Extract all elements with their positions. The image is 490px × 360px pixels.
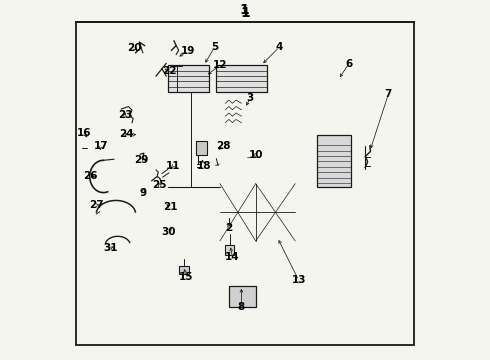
Polygon shape [248, 87, 261, 105]
Bar [216, 65, 267, 92]
Text: 2: 2 [225, 224, 232, 233]
Text: 22: 22 [162, 66, 176, 76]
Polygon shape [220, 92, 248, 139]
Text: 20: 20 [127, 43, 142, 53]
Circle shape [223, 223, 234, 234]
Text: 1: 1 [240, 3, 249, 17]
Text: 12: 12 [213, 60, 227, 70]
Polygon shape [220, 184, 295, 241]
Text: 19: 19 [180, 46, 195, 56]
Bar [168, 65, 209, 92]
Text: 5: 5 [211, 42, 218, 52]
Polygon shape [87, 139, 96, 155]
Polygon shape [160, 202, 179, 210]
Polygon shape [139, 180, 156, 193]
Text: 13: 13 [292, 275, 306, 285]
Polygon shape [168, 187, 220, 234]
Circle shape [168, 224, 175, 231]
Text: 25: 25 [152, 180, 167, 190]
Polygon shape [211, 148, 220, 158]
Text: 23: 23 [118, 111, 132, 121]
Text: 11: 11 [166, 161, 180, 171]
Text: 7: 7 [385, 89, 392, 99]
Polygon shape [168, 92, 191, 187]
Polygon shape [247, 130, 259, 184]
Circle shape [226, 226, 231, 231]
Text: 4: 4 [275, 42, 283, 52]
Bar [196, 141, 207, 155]
Text: 31: 31 [103, 243, 118, 253]
Text: 3: 3 [247, 93, 254, 103]
Text: 6: 6 [345, 59, 353, 68]
Text: 16: 16 [77, 129, 92, 139]
Text: 24: 24 [119, 129, 133, 139]
Text: 28: 28 [216, 141, 231, 151]
Polygon shape [132, 116, 157, 139]
Polygon shape [95, 159, 103, 169]
Text: 8: 8 [238, 302, 245, 312]
Bar [317, 135, 351, 187]
Text: 15: 15 [178, 272, 193, 282]
Text: 26: 26 [83, 171, 98, 181]
Text: 21: 21 [163, 202, 178, 212]
Polygon shape [191, 92, 220, 187]
Bar [310, 72, 403, 209]
Text: 27: 27 [89, 200, 103, 210]
Polygon shape [137, 137, 157, 155]
Text: 30: 30 [162, 227, 176, 237]
Polygon shape [248, 123, 259, 134]
Polygon shape [122, 131, 136, 138]
Bar [179, 266, 189, 274]
Text: 18: 18 [196, 161, 211, 171]
Text: 17: 17 [94, 141, 108, 151]
Text: 1: 1 [240, 6, 250, 19]
Text: 29: 29 [134, 155, 148, 165]
Text: 10: 10 [248, 150, 263, 160]
Bar [225, 244, 234, 255]
Bar [229, 286, 256, 307]
Text: 9: 9 [139, 188, 147, 198]
Text: 14: 14 [225, 252, 240, 262]
